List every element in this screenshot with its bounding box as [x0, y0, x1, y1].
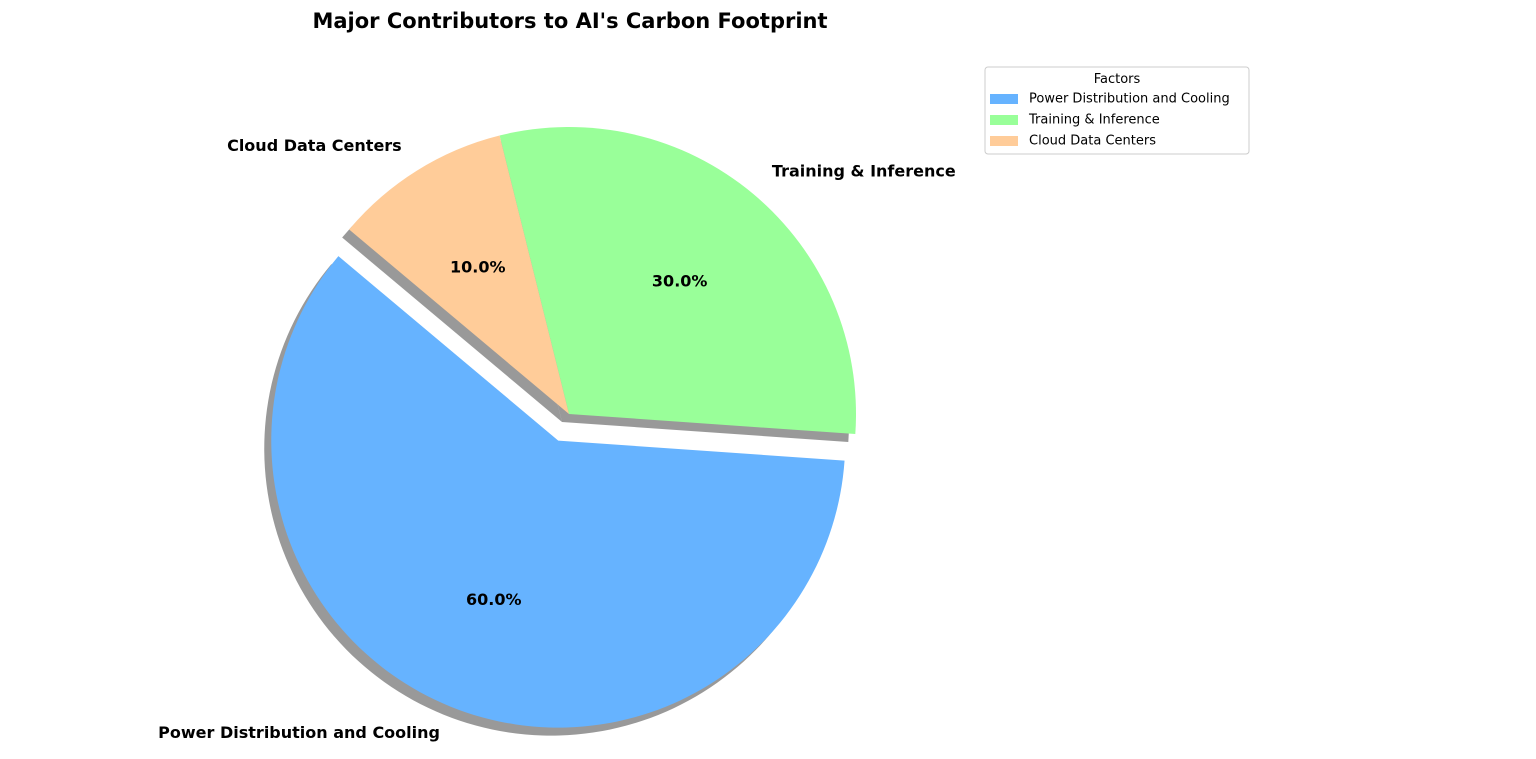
legend-label-training-inference: Training & Inference — [1028, 113, 1160, 128]
chart-title: Major Contributors to AI's Carbon Footpr… — [312, 9, 827, 33]
legend-entries: Power Distribution and Cooling Training &… — [990, 92, 1230, 149]
legend-swatch-training-inference — [990, 115, 1018, 125]
legend-label-cloud-data-centers: Cloud Data Centers — [1029, 134, 1156, 149]
pct-training-inference: 30.0% — [652, 272, 708, 291]
pct-cloud-data-centers: 10.0% — [450, 257, 506, 276]
legend-frame — [984, 66, 1250, 155]
slice-cloud-data-centers — [349, 135, 569, 414]
pie-labels: Power Distribution and Cooling 60.0% Train… — [158, 136, 956, 742]
pct-power-distribution-and-cooling: 60.0% — [466, 590, 522, 609]
legend-label-power-distribution-and-cooling: Power Distribution and Cooling — [1029, 92, 1230, 107]
legend: Factors Power Distribution and Cooling Tr… — [984, 66, 1250, 155]
slice-power-distribution-and-cooling — [271, 256, 845, 728]
legend-swatch-cloud-data-centers — [990, 136, 1018, 146]
legend-swatch-power-distribution-and-cooling — [990, 94, 1018, 104]
slice-training-inference — [499, 127, 857, 435]
legend-title: Factors — [1094, 72, 1141, 87]
label-cloud-data-centers: Cloud Data Centers — [227, 136, 402, 155]
label-training-inference: Training & Inference — [772, 162, 956, 181]
label-power-distribution-and-cooling: Power Distribution and Cooling — [158, 723, 440, 742]
pie-slices — [271, 127, 857, 728]
